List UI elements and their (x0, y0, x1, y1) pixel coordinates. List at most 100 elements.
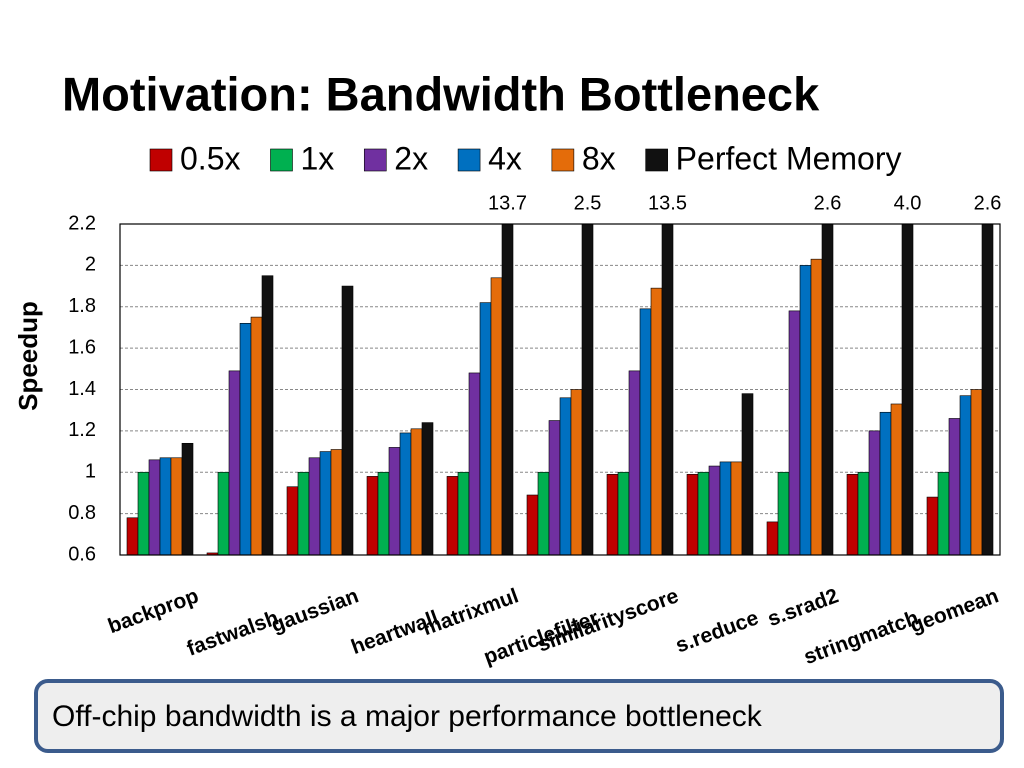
bar (446, 476, 459, 555)
bar (341, 285, 354, 555)
legend-swatch (363, 148, 387, 172)
bar (239, 322, 252, 555)
bar (708, 465, 721, 555)
bar (526, 494, 539, 555)
x-tick-label: fastwalsh (184, 606, 282, 660)
bar (137, 471, 150, 555)
bar (319, 451, 332, 555)
value-label: 13.5 (648, 192, 687, 214)
x-tick-label: backprop (105, 584, 202, 638)
bar (981, 224, 994, 555)
y-tick-label: 1 (85, 461, 96, 483)
value-label: 2.5 (574, 192, 602, 214)
y-tick-label: 1.2 (68, 419, 96, 441)
bar (308, 457, 321, 555)
bar (479, 302, 492, 555)
bar (410, 428, 423, 555)
bar (868, 430, 881, 555)
y-tick-label: 0.8 (68, 502, 96, 524)
x-tick-label: s.srad2 (765, 584, 842, 631)
bar (228, 370, 241, 555)
bar (297, 471, 310, 555)
legend-label: 2x (394, 140, 428, 176)
bar (639, 308, 652, 555)
bar (719, 461, 732, 555)
callout-box (34, 679, 1004, 753)
bar (879, 411, 892, 555)
bar (948, 418, 961, 555)
bar (537, 471, 550, 555)
legend-swatch (149, 148, 173, 172)
bar (170, 457, 183, 555)
bar (788, 310, 801, 555)
y-tick-label: 0.6 (68, 543, 96, 565)
bar (959, 395, 972, 555)
bar (468, 372, 481, 555)
bar (741, 393, 754, 555)
y-tick-label: 1.8 (68, 295, 96, 317)
bar (490, 277, 503, 555)
bar (366, 476, 379, 555)
bar (581, 224, 594, 555)
bar (857, 471, 870, 555)
y-tick-label: 1.4 (68, 378, 96, 400)
bar (217, 471, 230, 555)
bar (159, 457, 172, 555)
value-label: 4.0 (894, 192, 922, 214)
bar (377, 471, 390, 555)
bar (686, 474, 699, 555)
bar (148, 459, 161, 555)
bar (901, 224, 914, 555)
legend-swatch (551, 148, 575, 172)
plot-bars (126, 224, 994, 555)
plot-frame (119, 223, 1001, 556)
bar (330, 449, 343, 555)
y-axis-label: Speedup (13, 301, 43, 411)
legend-label: 4x (488, 140, 522, 176)
bar (890, 403, 903, 555)
x-tick-label: gaussian (268, 584, 361, 637)
bar (501, 224, 514, 555)
legend-label: 1x (300, 140, 334, 176)
y-tick-label: 2 (85, 254, 96, 276)
legend-swatch (457, 148, 481, 172)
bar (821, 224, 834, 555)
bar (777, 471, 790, 555)
bar (810, 258, 823, 555)
bar (559, 397, 572, 555)
x-tick-label: s.reduce (673, 606, 762, 657)
bar (388, 447, 401, 555)
bar (399, 432, 412, 555)
x-tick-label: stringmatch (801, 606, 922, 669)
bar (570, 389, 583, 555)
bar (628, 370, 641, 555)
bar (926, 496, 939, 555)
value-label: 13.7 (488, 192, 527, 214)
legend-swatch (270, 148, 293, 172)
bar (457, 471, 470, 555)
bar (970, 389, 983, 555)
bar (846, 474, 859, 555)
legend-swatch (645, 148, 668, 172)
bar (617, 471, 630, 555)
bar (286, 486, 299, 555)
y-tick-label: 1.6 (68, 336, 96, 358)
legend-label: 0.5x (180, 140, 240, 176)
bar (799, 265, 812, 555)
bar (126, 517, 139, 555)
bar (766, 521, 779, 555)
bar (730, 461, 743, 555)
y-tick-label: 2.2 (68, 212, 96, 234)
bar (548, 420, 561, 555)
bar (606, 474, 619, 555)
bar (261, 275, 274, 555)
bar (181, 442, 194, 555)
x-tick-label: matrixmul (419, 584, 521, 640)
bar (661, 224, 674, 555)
value-label: 2.6 (974, 192, 1002, 214)
bar (650, 287, 663, 555)
legend-label: Perfect Memory (676, 140, 902, 176)
x-tick-label: geomean (907, 584, 1002, 637)
callout-text: Off-chip bandwidth is a major performanc… (52, 700, 763, 733)
